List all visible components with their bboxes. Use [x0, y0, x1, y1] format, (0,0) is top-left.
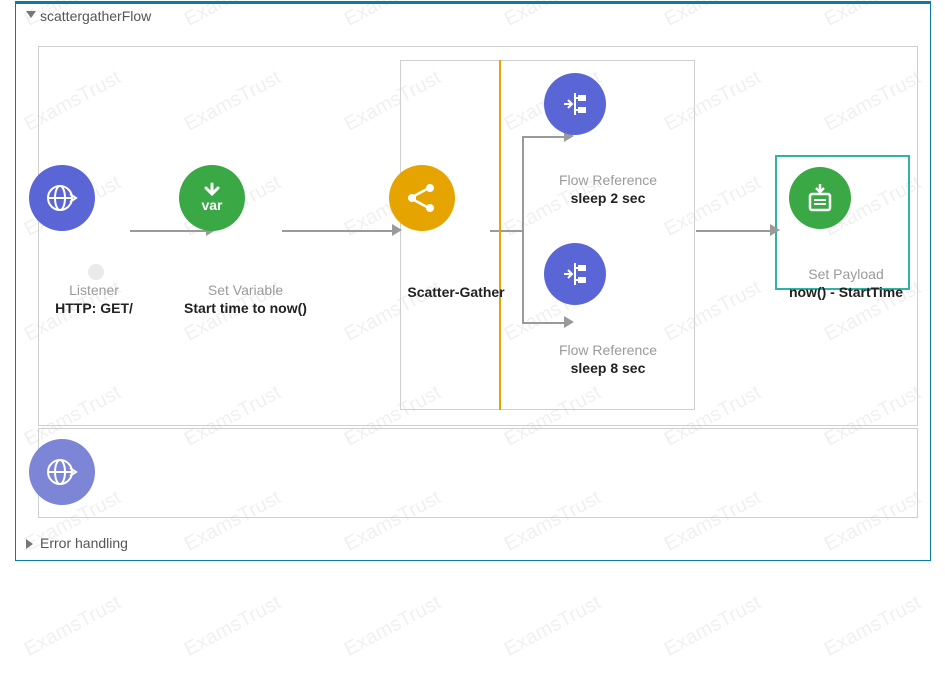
arrow	[130, 230, 208, 232]
svg-text:var: var	[201, 197, 223, 213]
payload-icon	[802, 180, 838, 216]
set-payload-node[interactable]	[789, 167, 851, 229]
node-label: Scatter-Gather	[392, 284, 520, 300]
error-handling-title: Error handling	[40, 535, 128, 551]
http-listener-node[interactable]	[29, 165, 95, 231]
arrow	[282, 230, 394, 232]
flow-reference-node-2[interactable]	[544, 243, 606, 305]
scatter-icon	[402, 178, 442, 218]
split-line	[522, 136, 524, 324]
flow-source-container	[38, 428, 918, 518]
arrow-head-icon	[392, 224, 402, 236]
globe-icon	[44, 180, 80, 216]
arrow	[490, 230, 522, 232]
node-sub: HTTP: GET/	[34, 300, 154, 316]
var-icon: var	[192, 178, 232, 218]
arrow-head-icon	[564, 316, 574, 328]
node-label: Listener	[34, 282, 154, 298]
listener-badge-icon	[88, 264, 104, 280]
flowref-icon	[558, 257, 592, 291]
scatter-gather-divider	[499, 60, 501, 410]
node-label: Flow Reference	[548, 342, 668, 358]
listener-labels: Listener HTTP: GET/	[34, 282, 154, 316]
node-sub: sleep 8 sec	[548, 360, 668, 376]
flowref1-labels: Flow Reference sleep 2 sec	[548, 172, 668, 206]
node-label: Flow Reference	[548, 172, 668, 188]
http-listener-source-node[interactable]	[29, 439, 95, 505]
node-label: Set Variable	[168, 282, 323, 298]
globe-icon	[44, 454, 80, 490]
set-variable-node[interactable]: var	[179, 165, 245, 231]
error-expand-icon[interactable]	[26, 539, 33, 549]
setpayload-labels: Set Payload now() - StartTime	[776, 266, 916, 300]
flow-reference-node-1[interactable]	[544, 73, 606, 135]
flowref-icon	[558, 87, 592, 121]
flow-title: scattergatherFlow	[40, 8, 151, 24]
flow-collapse-icon[interactable]	[26, 11, 36, 18]
node-sub: now() - StartTime	[776, 284, 916, 300]
node-sub: sleep 2 sec	[548, 190, 668, 206]
scatter-gather-node[interactable]	[389, 165, 455, 231]
arrow-head-icon	[770, 224, 780, 236]
arrow	[522, 136, 566, 138]
arrow	[522, 322, 566, 324]
node-label: Set Payload	[776, 266, 916, 282]
scatter-labels: Scatter-Gather	[392, 282, 520, 300]
node-sub: Start time to now()	[168, 300, 323, 316]
flowref2-labels: Flow Reference sleep 8 sec	[548, 342, 668, 376]
setvar-labels: Set Variable Start time to now()	[168, 282, 323, 316]
arrow	[696, 230, 772, 232]
